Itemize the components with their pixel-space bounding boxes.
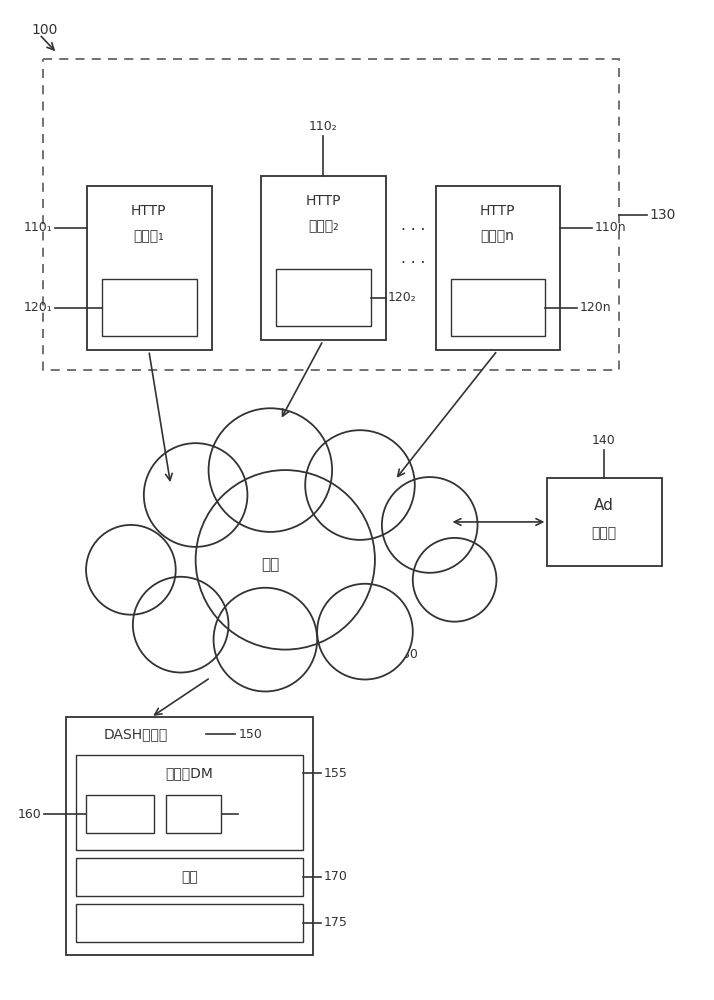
Text: 应用: 应用: [181, 870, 198, 884]
Text: ME: ME: [183, 808, 202, 821]
Text: 160: 160: [17, 808, 41, 821]
Text: · · ·: · · ·: [401, 256, 425, 271]
Circle shape: [144, 443, 248, 547]
FancyBboxPatch shape: [276, 269, 371, 326]
Text: 120n: 120n: [580, 301, 612, 314]
Text: · · ·: · · ·: [401, 223, 425, 238]
Text: 100: 100: [31, 23, 58, 37]
Text: 180: 180: [395, 648, 418, 661]
Text: DM: DM: [487, 310, 508, 323]
Text: 110₂: 110₂: [308, 120, 338, 133]
FancyBboxPatch shape: [44, 59, 619, 370]
Text: 服务器n: 服务器n: [481, 229, 514, 243]
Text: 110n: 110n: [595, 221, 627, 234]
FancyBboxPatch shape: [76, 755, 303, 850]
Text: 服务器₁: 服务器₁: [134, 229, 164, 243]
Text: 165: 165: [241, 808, 265, 821]
Circle shape: [382, 477, 478, 573]
Text: HTTP: HTTP: [131, 204, 166, 218]
Text: GUI: GUI: [177, 916, 202, 930]
Text: 网络: 网络: [261, 557, 279, 572]
Text: 150: 150: [238, 728, 262, 741]
Text: DM: DM: [313, 300, 333, 313]
Text: DM: DM: [139, 310, 159, 323]
Text: HTTP: HTTP: [480, 204, 516, 218]
Circle shape: [413, 538, 496, 622]
Text: 155: 155: [324, 767, 348, 780]
FancyBboxPatch shape: [76, 858, 303, 896]
Text: DASH客户端: DASH客户端: [104, 727, 168, 741]
FancyBboxPatch shape: [76, 904, 303, 942]
Text: 140: 140: [592, 434, 616, 447]
Text: 110₁: 110₁: [24, 221, 52, 234]
FancyBboxPatch shape: [451, 279, 545, 336]
Text: 130: 130: [650, 208, 676, 222]
FancyBboxPatch shape: [547, 478, 662, 566]
FancyBboxPatch shape: [261, 176, 386, 340]
Circle shape: [196, 470, 375, 650]
Circle shape: [317, 584, 413, 680]
Text: HTTP: HTTP: [306, 194, 341, 208]
Text: 120₂: 120₂: [388, 291, 417, 304]
Text: 170: 170: [324, 870, 348, 883]
Circle shape: [86, 525, 176, 615]
FancyBboxPatch shape: [436, 186, 560, 350]
Circle shape: [305, 430, 415, 540]
FancyBboxPatch shape: [102, 279, 196, 336]
Text: DAE: DAE: [107, 808, 133, 821]
Text: Ad: Ad: [594, 498, 614, 513]
FancyBboxPatch shape: [66, 717, 313, 955]
Text: 服务器: 服务器: [486, 292, 508, 305]
Text: 服务器: 服务器: [591, 526, 617, 540]
Text: 175: 175: [324, 916, 348, 929]
FancyBboxPatch shape: [87, 186, 211, 350]
Circle shape: [208, 408, 332, 532]
Text: 客户端DM: 客户端DM: [166, 766, 213, 780]
Text: 120₁: 120₁: [24, 301, 52, 314]
Text: 服务器: 服务器: [138, 292, 160, 305]
FancyBboxPatch shape: [166, 795, 221, 833]
Text: 服务器: 服务器: [312, 282, 334, 295]
Text: 服务器₂: 服务器₂: [308, 219, 338, 233]
Circle shape: [133, 577, 228, 673]
Circle shape: [213, 588, 317, 691]
FancyBboxPatch shape: [86, 795, 154, 833]
